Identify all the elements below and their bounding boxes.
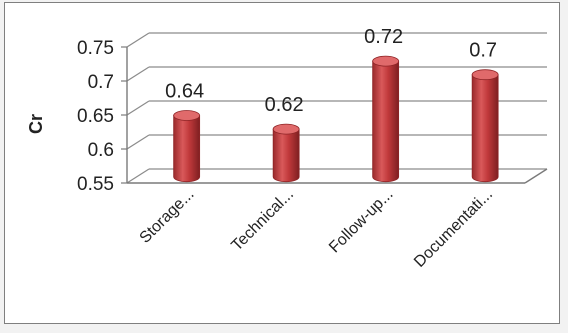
bar-top [173,110,201,121]
category-label: Technical... [228,186,297,255]
bar-top [372,55,400,67]
y-tick-label: 0.7 [88,72,114,93]
gridline-wall-1 [126,134,150,150]
bar-body [272,128,300,183]
y-tick-label: 0.6 [88,140,114,161]
axes [121,46,548,184]
gridline-wall-2 [126,100,150,116]
y-axis-label: Cr [26,114,46,134]
gridline-wall-4 [126,32,150,48]
gridline-wall-3 [126,66,150,82]
y-tick-label: 0.55 [77,174,114,195]
bar-body [471,74,499,183]
data-label: 0.64 [165,81,204,103]
y-tick-label: 0.75 [77,38,114,59]
data-label: 0.62 [265,94,304,116]
bar-3 [471,69,499,183]
floor-right-edge [524,168,548,184]
data-label: 0.72 [364,26,403,48]
bar-2 [372,55,400,183]
bar-1 [272,123,300,183]
y-tick-label: 0.65 [77,106,114,127]
bars [173,55,499,183]
bar-body [173,115,201,183]
bar-top [471,69,499,81]
category-label: Follow-up... [326,186,397,257]
category-label: Storage... [137,186,198,247]
gridline-wall-0 [126,168,150,184]
data-label: 0.7 [469,40,497,62]
bar-body [372,60,400,183]
bar-0 [173,110,201,183]
bar-top [272,123,300,135]
category-label: Documentati... [411,186,496,271]
